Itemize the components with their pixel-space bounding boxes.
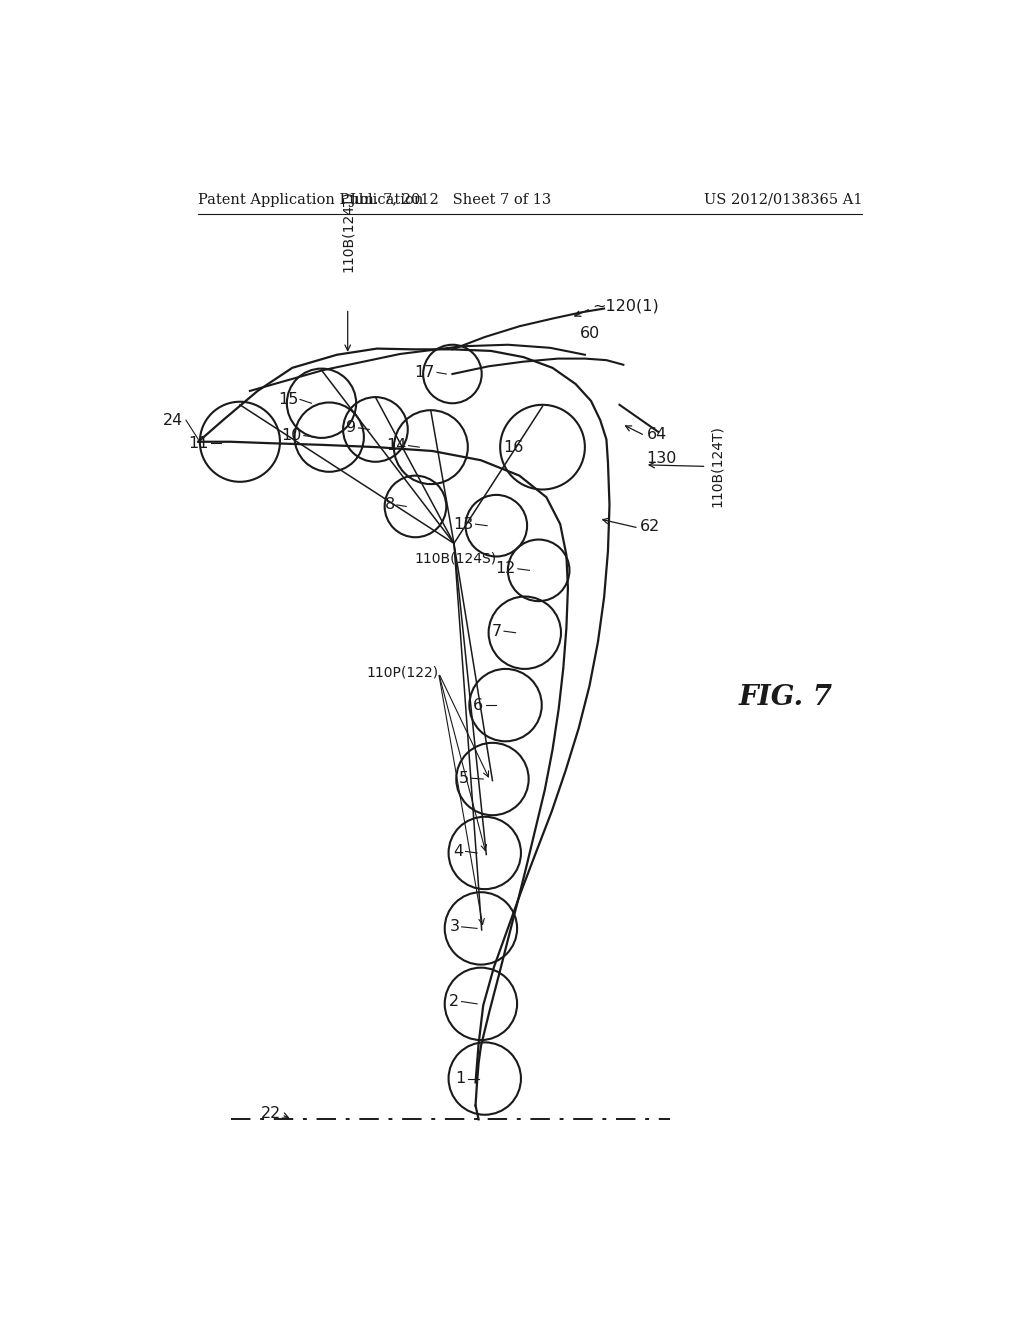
Text: 12: 12 bbox=[496, 561, 515, 577]
Text: 2: 2 bbox=[450, 994, 460, 1008]
Text: 110B(124T): 110B(124T) bbox=[710, 425, 724, 507]
Text: US 2012/0138365 A1: US 2012/0138365 A1 bbox=[703, 193, 862, 207]
Text: 110B(124S): 110B(124S) bbox=[415, 552, 497, 565]
Text: 11: 11 bbox=[188, 436, 209, 451]
Text: 5: 5 bbox=[459, 771, 469, 785]
Text: 8: 8 bbox=[384, 498, 394, 512]
Text: 6: 6 bbox=[473, 697, 483, 713]
Text: 64: 64 bbox=[646, 426, 667, 442]
Text: 60: 60 bbox=[581, 326, 600, 342]
Text: 110P(122): 110P(122) bbox=[367, 665, 438, 680]
Text: 24: 24 bbox=[163, 413, 183, 428]
Text: 7: 7 bbox=[492, 623, 502, 639]
Text: 10: 10 bbox=[282, 428, 301, 444]
Text: 4: 4 bbox=[453, 843, 463, 859]
Text: 62: 62 bbox=[640, 519, 660, 535]
Text: 9: 9 bbox=[346, 420, 356, 436]
Text: 15: 15 bbox=[279, 392, 298, 407]
Text: 14: 14 bbox=[386, 438, 407, 453]
Text: 13: 13 bbox=[453, 516, 473, 532]
Text: 16: 16 bbox=[503, 440, 523, 454]
Text: 22: 22 bbox=[260, 1106, 281, 1121]
Text: ~120(1): ~120(1) bbox=[593, 298, 659, 314]
Text: 110B(124T): 110B(124T) bbox=[341, 190, 354, 272]
Text: Patent Application Publication: Patent Application Publication bbox=[199, 193, 424, 207]
Text: 1: 1 bbox=[456, 1071, 466, 1086]
Text: 130: 130 bbox=[646, 451, 677, 466]
Text: 3: 3 bbox=[450, 919, 460, 935]
Text: Jun. 7, 2012   Sheet 7 of 13: Jun. 7, 2012 Sheet 7 of 13 bbox=[349, 193, 551, 207]
Text: 17: 17 bbox=[415, 364, 435, 380]
Text: FIG. 7: FIG. 7 bbox=[739, 684, 833, 711]
